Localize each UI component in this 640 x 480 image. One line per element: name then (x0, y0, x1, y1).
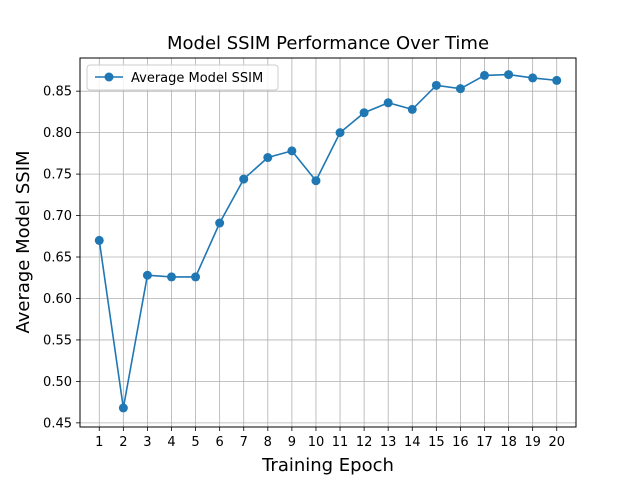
data-point (480, 70, 490, 80)
y-axis-ticks: 0.45 0.50 0.55 0.60 0.65 0.70 0.75 0.80 0.85 (43, 85, 80, 431)
x-tick-label: 17 (476, 435, 493, 450)
data-point (455, 84, 465, 94)
data-point (94, 235, 104, 245)
y-tick-label: 0.65 (43, 251, 72, 266)
data-point (504, 70, 514, 80)
x-tick-label: 16 (452, 435, 469, 450)
data-point (287, 146, 297, 156)
x-axis-ticks: 1 2 3 4 5 6 7 8 9 10 11 12 13 14 15 16 17 18 19 20 (95, 427, 565, 450)
legend-marker (104, 72, 114, 82)
legend-box (86, 64, 279, 91)
y-tick-label: 0.80 (43, 126, 72, 141)
x-tick-label: 6 (216, 435, 224, 450)
x-tick-label: 19 (524, 435, 541, 450)
data-point (142, 270, 152, 280)
data-point (263, 153, 273, 163)
data-point (528, 73, 538, 83)
data-point (166, 272, 176, 282)
x-tick-label: 9 (288, 435, 296, 450)
y-tick-label: 0.55 (43, 333, 72, 348)
grid-lines (80, 58, 576, 427)
data-point (118, 403, 128, 413)
data-point (431, 80, 441, 90)
x-tick-label: 5 (191, 435, 199, 450)
x-tick-label: 10 (308, 435, 325, 450)
data-point (215, 218, 225, 228)
y-tick-label: 0.45 (43, 416, 72, 431)
data-point (407, 104, 417, 114)
data-point (359, 108, 369, 118)
x-tick-label: 14 (404, 435, 421, 450)
x-axis-label: Training Epoch (261, 455, 394, 476)
x-tick-label: 13 (380, 435, 397, 450)
x-tick-label: 20 (548, 435, 565, 450)
y-tick-label: 0.85 (43, 85, 72, 100)
x-tick-label: 4 (167, 435, 175, 450)
series-line-average-model-ssim (98, 73, 557, 409)
x-tick-label: 11 (332, 435, 349, 450)
plot-frame (79, 57, 577, 428)
x-tick-label: 8 (264, 435, 272, 450)
y-tick-label: 0.60 (43, 292, 72, 307)
y-axis-label: Average Model SSIM (13, 150, 34, 333)
x-tick-label: 2 (119, 435, 127, 450)
x-tick-label: 12 (356, 435, 373, 450)
y-tick-label: 0.75 (43, 168, 72, 183)
data-point (191, 272, 201, 282)
x-tick-label: 7 (240, 435, 248, 450)
chart-title: Model SSIM Performance Over Time (167, 33, 489, 54)
data-point (335, 128, 345, 138)
x-tick-label: 1 (95, 435, 103, 450)
x-tick-label: 15 (428, 435, 445, 450)
data-point (239, 174, 249, 184)
data-point (311, 176, 321, 186)
legend-label: Average Model SSIM (131, 71, 263, 86)
data-point (552, 75, 562, 85)
series-points (94, 70, 562, 413)
y-tick-label: 0.70 (43, 209, 72, 224)
y-tick-label: 0.50 (43, 375, 72, 390)
x-tick-label: 3 (143, 435, 151, 450)
data-point (383, 98, 393, 108)
legend: Average Model SSIM (86, 64, 279, 91)
x-tick-label: 18 (500, 435, 517, 450)
